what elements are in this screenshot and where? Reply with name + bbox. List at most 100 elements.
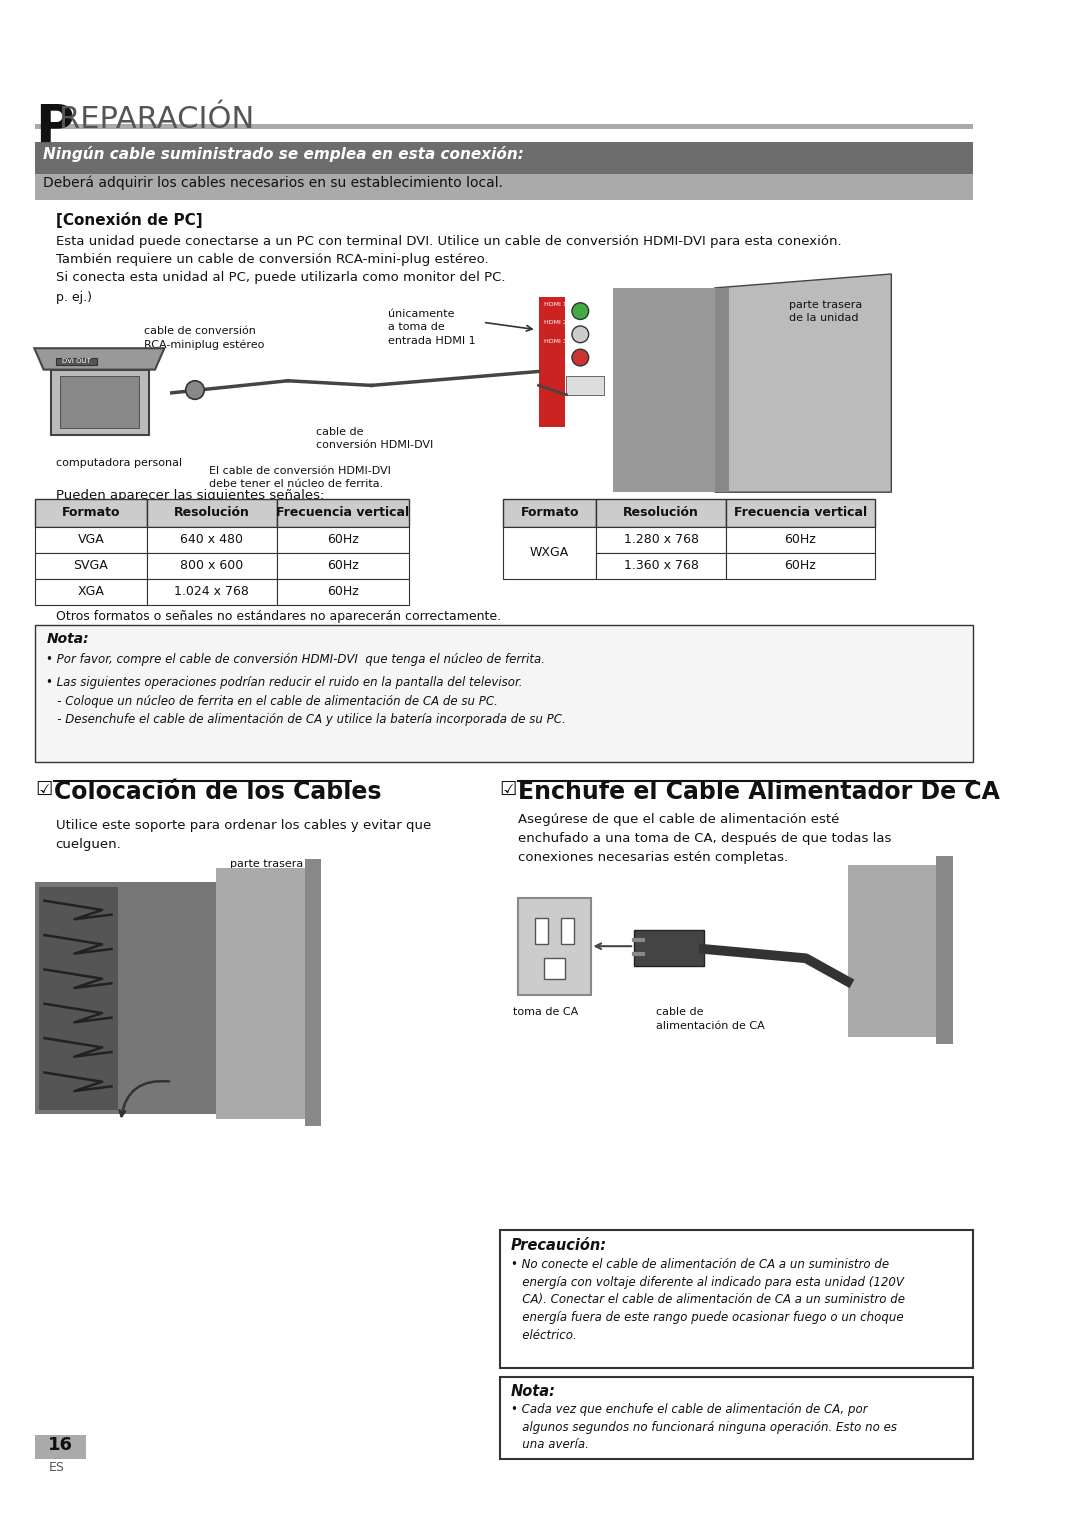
Bar [539, 298, 565, 427]
Bar [147, 578, 276, 604]
Text: una avería.: una avería. [511, 1439, 589, 1451]
Text: Otros formatos o señales no estándares no aparecerán correctamente.: Otros formatos o señales no estándares n… [56, 610, 501, 623]
Polygon shape [51, 369, 149, 435]
Text: VGA: VGA [78, 533, 105, 546]
Text: toma de CA: toma de CA [513, 1007, 579, 1018]
Text: 800 x 600: 800 x 600 [180, 559, 243, 572]
Bar [634, 931, 704, 966]
Text: SVGA: SVGA [73, 559, 108, 572]
Text: ☑: ☑ [36, 780, 53, 800]
Text: 60Hz: 60Hz [327, 533, 359, 546]
Bar [276, 499, 408, 526]
Text: Resolución: Resolución [623, 507, 699, 519]
Text: eléctrico.: eléctrico. [511, 1329, 577, 1341]
Bar [544, 958, 565, 978]
Text: 16: 16 [48, 1436, 72, 1454]
Text: HDMI 3: HDMI 3 [544, 339, 567, 343]
Text: Resolución: Resolución [174, 507, 249, 519]
Text: DVI OUT: DVI OUT [62, 359, 91, 365]
Text: Colocación de los Cables: Colocación de los Cables [54, 780, 381, 804]
Text: Asegúrese de que el cable de alimentación esté
enchufado a una toma de CA, despu: Asegúrese de que el cable de alimentació… [518, 812, 891, 864]
Text: cable de conversión
RCA-miniplug estéreo: cable de conversión RCA-miniplug estéreo [144, 327, 265, 349]
Bar [503, 526, 596, 578]
Bar [36, 1434, 86, 1459]
Bar [715, 288, 729, 493]
Bar [596, 499, 726, 526]
Bar [147, 552, 276, 578]
Circle shape [186, 382, 204, 400]
Text: HDMI 1: HDMI 1 [544, 302, 567, 307]
Bar [596, 552, 726, 578]
Bar [561, 919, 573, 945]
Text: CA). Conectar el cable de alimentación de CA a un suministro de: CA). Conectar el cable de alimentación d… [511, 1294, 905, 1306]
Polygon shape [56, 357, 97, 365]
Text: REPARACIÓN: REPARACIÓN [59, 105, 255, 134]
Text: El cable de conversión HDMI-DVI
debe tener el núcleo de ferrita.: El cable de conversión HDMI-DVI debe ten… [208, 465, 391, 490]
Text: 1.280 x 768: 1.280 x 768 [623, 533, 699, 546]
Circle shape [572, 349, 589, 366]
Text: parte trasera
de la unidad: parte trasera de la unidad [230, 859, 303, 882]
Bar [276, 578, 408, 604]
Bar [276, 552, 408, 578]
Text: Deberá adquirir los cables necesarios en su establecimiento local.: Deberá adquirir los cables necesarios en… [43, 175, 502, 191]
Text: Nota:: Nota: [46, 632, 89, 647]
Bar [305, 859, 321, 1126]
Text: - Coloque un núcleo de ferrita en el cable de alimentación de CA de su PC.: - Coloque un núcleo de ferrita en el cab… [46, 694, 498, 708]
Text: Enchufe el Cable Alimentador De CA: Enchufe el Cable Alimentador De CA [518, 780, 1000, 804]
Bar [36, 124, 973, 130]
Polygon shape [60, 375, 139, 429]
Bar [216, 868, 305, 1119]
Bar [503, 499, 596, 526]
Text: Formato: Formato [62, 507, 120, 519]
Bar [566, 375, 604, 395]
Text: 1.360 x 768: 1.360 x 768 [623, 559, 699, 572]
Bar [36, 499, 147, 526]
Text: Precaución:: Precaución: [511, 1238, 607, 1253]
Text: energía fuera de este rango puede ocasionar fuego o un choque: energía fuera de este rango puede ocasio… [511, 1311, 903, 1325]
Text: Ningún cable suministrado se emplea en esta conexión:: Ningún cable suministrado se emplea en e… [43, 146, 524, 162]
Text: algunos segundos no funcionará ninguna operación. Esto no es: algunos segundos no funcionará ninguna o… [511, 1421, 896, 1433]
Bar [36, 578, 147, 604]
Bar [726, 526, 875, 552]
Text: 640 x 480: 640 x 480 [180, 533, 243, 546]
Bar [36, 626, 973, 763]
Bar [36, 882, 216, 1114]
Text: 60Hz: 60Hz [784, 559, 816, 572]
Text: únicamente
a toma de
entrada HDMI 1: únicamente a toma de entrada HDMI 1 [388, 310, 475, 346]
Text: 60Hz: 60Hz [327, 584, 359, 598]
Bar [39, 887, 118, 1109]
Text: cable de
alimentación de CA: cable de alimentación de CA [656, 1007, 765, 1030]
Text: Esta unidad puede conectarse a un PC con terminal DVI. Utilice un cable de conve: Esta unidad puede conectarse a un PC con… [56, 235, 841, 284]
Bar [518, 897, 591, 995]
Text: HDMI 2: HDMI 2 [544, 320, 567, 325]
Text: cable de
conversión HDMI-DVI: cable de conversión HDMI-DVI [315, 427, 433, 450]
Text: - Desenchufe el cable de alimentación de CA y utilice la batería incorporada de : - Desenchufe el cable de alimentación de… [46, 713, 566, 726]
Text: • Por favor, compre el cable de conversión HDMI-DVI  que tenga el núcleo de ferr: • Por favor, compre el cable de conversi… [46, 653, 545, 665]
Polygon shape [35, 348, 164, 369]
Bar [500, 1376, 973, 1459]
Text: WXGA: WXGA [530, 546, 569, 559]
Bar [36, 142, 973, 174]
Text: Frecuencia vertical: Frecuencia vertical [733, 507, 867, 519]
Bar [147, 499, 276, 526]
Text: • No conecte el cable de alimentación de CA a un suministro de: • No conecte el cable de alimentación de… [511, 1257, 889, 1271]
Bar [535, 919, 548, 945]
Text: P: P [36, 102, 73, 154]
Bar [36, 526, 147, 552]
Text: Nota:: Nota: [511, 1384, 556, 1399]
Text: 60Hz: 60Hz [327, 559, 359, 572]
Bar [500, 1230, 973, 1367]
Text: Frecuencia vertical: Frecuencia vertical [276, 507, 409, 519]
Text: ES: ES [49, 1460, 64, 1474]
Text: Formato: Formato [521, 507, 579, 519]
Bar [36, 552, 147, 578]
Bar [726, 552, 875, 578]
Text: Pueden aparecer las siguientes señales:: Pueden aparecer las siguientes señales: [56, 490, 324, 502]
Text: XGA: XGA [78, 584, 105, 598]
Text: Utilice este soporte para ordenar los cables y evitar que
cuelguen.: Utilice este soporte para ordenar los ca… [56, 819, 431, 852]
Bar [147, 526, 276, 552]
Bar [612, 288, 715, 493]
Circle shape [572, 327, 589, 343]
Circle shape [572, 302, 589, 319]
Polygon shape [715, 275, 891, 493]
